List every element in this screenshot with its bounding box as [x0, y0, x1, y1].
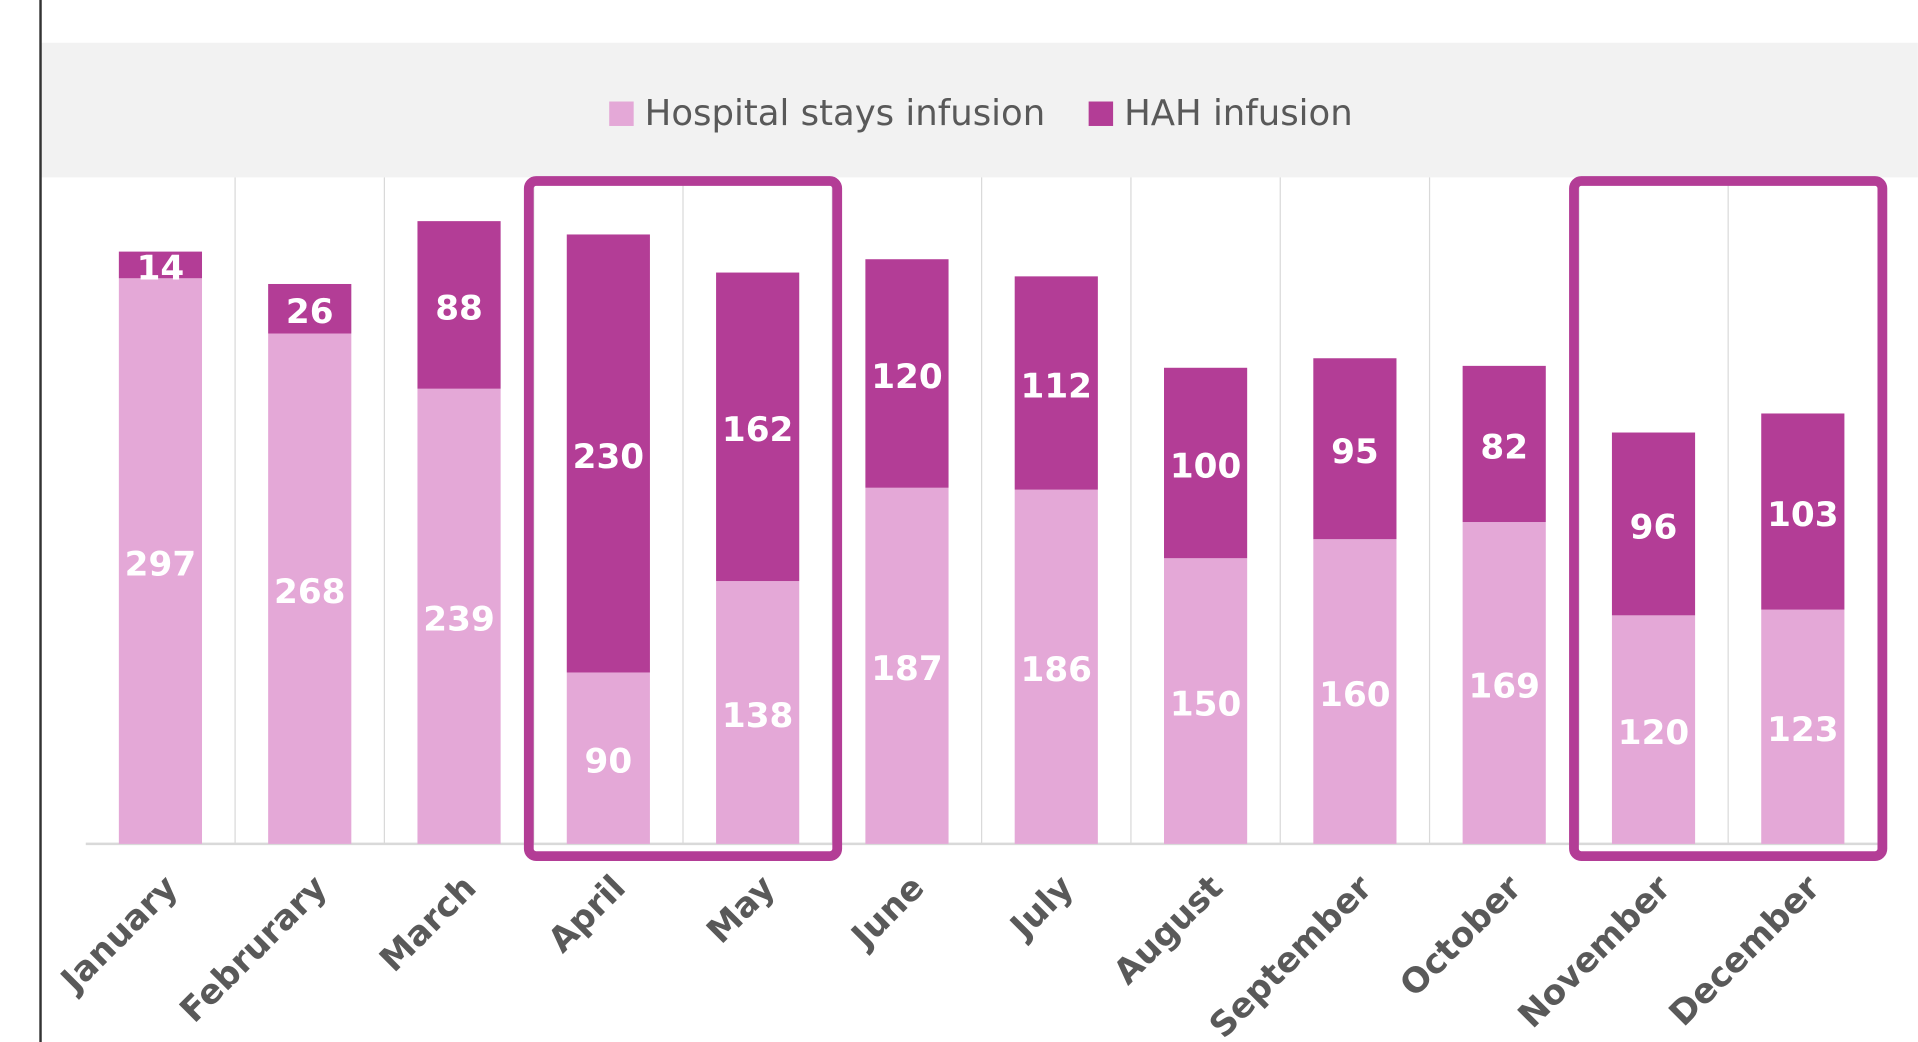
bar-segment: [1761, 609, 1845, 844]
x-tick-label: April: [541, 868, 634, 961]
data-label: 90: [585, 742, 633, 782]
bar-segment: [417, 388, 501, 844]
bar-segment: [566, 234, 650, 673]
legend-label: HAH infusion: [1124, 93, 1353, 134]
highlight-box: [523, 176, 843, 861]
bar-segment: [1462, 522, 1546, 844]
x-tick-label: November: [1511, 868, 1679, 1036]
data-label: 239: [423, 600, 494, 640]
bar-segment: [268, 283, 352, 334]
bar-segment: [1313, 358, 1397, 540]
x-tick-label: October: [1392, 868, 1529, 1005]
data-label: 268: [274, 572, 345, 612]
bar-segment: [1014, 489, 1098, 844]
bar-segment: [566, 672, 650, 844]
data-label: 123: [1767, 710, 1838, 750]
x-tick-label: December: [1662, 868, 1829, 1035]
data-label: 150: [1170, 684, 1241, 724]
bar-segment: [1611, 615, 1696, 844]
bar-segment: [1164, 558, 1248, 844]
data-label: 112: [1021, 366, 1092, 406]
x-tick-label: January: [52, 868, 186, 1002]
data-label: 162: [722, 410, 793, 450]
bar-segment: [118, 278, 203, 844]
data-label: 230: [573, 437, 644, 477]
bar-segment: [1164, 367, 1248, 559]
legend-swatch: [1088, 101, 1114, 126]
data-label: 120: [871, 357, 942, 397]
data-label: 169: [1468, 666, 1539, 706]
bar-segment: [1611, 432, 1696, 616]
x-tick-label: June: [843, 868, 933, 958]
legend-band: [40, 42, 1918, 178]
bar-segment: [865, 487, 949, 844]
data-label: 82: [1480, 427, 1528, 467]
bar-segment: [268, 333, 352, 844]
bar-segment: [417, 221, 501, 389]
bar-segment: [1313, 539, 1397, 844]
highlight-box: [1569, 176, 1888, 861]
data-label: 103: [1767, 495, 1838, 535]
x-tick-label: March: [372, 868, 484, 980]
data-label: 186: [1021, 650, 1092, 690]
data-label: 138: [722, 696, 793, 736]
data-label: 88: [435, 288, 483, 328]
bar-segment: [716, 581, 800, 844]
data-label: 100: [1170, 446, 1241, 486]
x-tick-label: May: [699, 868, 783, 952]
data-label: 26: [286, 292, 334, 332]
data-label: 187: [871, 649, 942, 689]
x-tick-label: Februrary: [172, 868, 335, 1031]
bar-segment: [118, 251, 203, 279]
data-label: 14: [137, 248, 185, 288]
legend-label: Hospital stays infusion: [645, 93, 1045, 134]
data-label: 297: [125, 544, 196, 584]
bar-segment: [1014, 276, 1098, 490]
bar-segment: [716, 272, 800, 582]
legend-swatch: [609, 101, 634, 126]
x-tick-label: August: [1106, 868, 1231, 993]
x-tick-label: July: [1002, 868, 1082, 948]
data-label: 160: [1319, 675, 1390, 715]
data-label: 96: [1630, 507, 1678, 547]
bar-segment: [865, 259, 949, 488]
bar-segment: [1761, 413, 1845, 610]
data-label: 95: [1331, 432, 1379, 472]
bar-segment: [1462, 365, 1546, 523]
data-label: 120: [1618, 713, 1689, 753]
